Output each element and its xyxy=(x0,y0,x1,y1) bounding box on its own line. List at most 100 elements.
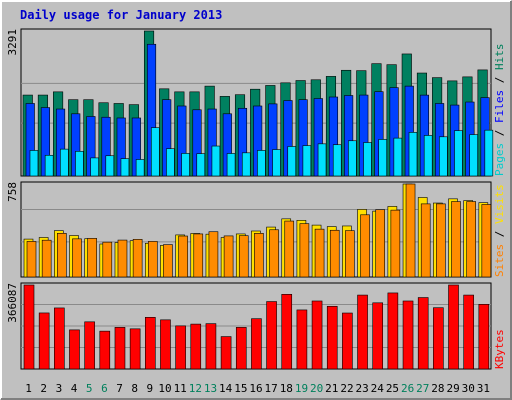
chart-panels: 3291 Pages / Files / Hits 758 Sites / Visit… xyxy=(6,28,506,370)
series-legend: Pages / Files / Hits xyxy=(493,44,506,177)
bar-sites-day-24 xyxy=(375,209,386,278)
legend-entry: Sites xyxy=(493,244,506,277)
legend-entry: Hits xyxy=(493,44,506,71)
bar-kbytes-day-29 xyxy=(448,284,459,370)
bar-pages-day-25 xyxy=(393,137,403,177)
bar-sites-day-12 xyxy=(193,233,204,278)
bar-pages-day-15 xyxy=(241,152,251,177)
bar-pages-day-21 xyxy=(332,144,342,177)
bar-kbytes-day-31 xyxy=(478,304,490,370)
legend-entry: Files xyxy=(493,90,506,123)
bar-pages-day-20 xyxy=(317,143,327,177)
day-label-1: 1 xyxy=(25,382,32,395)
bar-pages-day-9 xyxy=(150,127,160,177)
axis-max-label: 3291 xyxy=(6,29,19,56)
bar-pages-day-24 xyxy=(378,139,388,177)
bar-kbytes-day-26 xyxy=(402,300,414,370)
bar-sites-day-21 xyxy=(329,229,340,278)
bar-kbytes-day-5 xyxy=(84,321,95,370)
bar-sites-day-30 xyxy=(466,201,476,278)
bar-kbytes-day-17 xyxy=(266,301,277,370)
bar-sites-day-13 xyxy=(208,231,219,278)
day-label-26: 26 xyxy=(401,382,414,395)
bar-kbytes-day-8 xyxy=(129,328,141,370)
bar-pages-day-26 xyxy=(408,132,418,177)
bar-pages-day-10 xyxy=(166,148,175,177)
bar-pages-day-23 xyxy=(363,142,372,177)
bar-pages-day-14 xyxy=(226,153,236,177)
bar-pages-day-1 xyxy=(29,150,39,177)
bar-pages-day-30 xyxy=(469,134,478,177)
day-label-9: 9 xyxy=(147,382,154,395)
bar-sites-day-5 xyxy=(87,238,97,278)
bar-pages-day-12 xyxy=(196,153,206,177)
bar-sites-day-20 xyxy=(314,228,325,278)
bar-pages-day-8 xyxy=(135,159,145,177)
bar-pages-day-11 xyxy=(181,153,190,177)
bar-pages-day-16 xyxy=(257,150,266,177)
bar-sites-day-29 xyxy=(451,201,461,278)
bar-kbytes-day-28 xyxy=(433,307,444,370)
bar-sites-day-2 xyxy=(41,239,52,278)
day-label-22: 22 xyxy=(340,382,353,395)
bar-kbytes-day-23 xyxy=(357,294,368,370)
bar-sites-day-1 xyxy=(26,241,37,278)
bar-kbytes-day-18 xyxy=(281,294,293,370)
axis-max-label: 758 xyxy=(6,182,19,202)
bar-kbytes-day-2 xyxy=(38,312,50,370)
bar-sites-day-9 xyxy=(147,241,158,278)
bar-kbytes-day-7 xyxy=(114,327,126,370)
day-label-7: 7 xyxy=(116,382,123,395)
bar-sites-day-18 xyxy=(284,220,295,278)
bar-sites-day-10 xyxy=(163,244,173,278)
chart-title: Daily usage for January 2013 xyxy=(20,8,222,22)
day-label-21: 21 xyxy=(325,382,338,395)
bar-pages-day-31 xyxy=(484,129,494,177)
legend-entry: / xyxy=(493,123,506,143)
legend-entry: / xyxy=(493,224,506,244)
axis-max-label: 366087 xyxy=(6,283,19,323)
bar-kbytes-day-3 xyxy=(54,307,65,370)
bar-sites-day-27 xyxy=(420,203,431,278)
day-label-3: 3 xyxy=(56,382,63,395)
legend-entry: / xyxy=(493,70,506,90)
day-label-14: 14 xyxy=(219,382,233,395)
bar-kbytes-day-4 xyxy=(69,329,80,370)
day-label-30: 30 xyxy=(462,382,475,395)
day-label-19: 19 xyxy=(295,382,308,395)
day-label-2: 2 xyxy=(40,382,47,395)
bar-pages-day-22 xyxy=(348,140,357,177)
day-label-16: 16 xyxy=(249,382,262,395)
bar-kbytes-day-15 xyxy=(235,327,247,370)
bar-sites-day-16 xyxy=(254,233,264,278)
bar-pages-day-3 xyxy=(60,148,69,177)
bar-sites-day-17 xyxy=(269,229,279,278)
bar-kbytes-day-22 xyxy=(342,312,353,370)
bar-pages-day-4 xyxy=(75,151,84,177)
bar-sites-day-4 xyxy=(72,238,82,278)
day-label-5: 5 xyxy=(86,382,93,395)
day-axis-labels: 1 2 3 4 5 6 7 8 9 10 11 12 13 14 15 16 17 18 19 20 21 22 23 24 2… xyxy=(25,382,490,395)
bar-sites-day-7 xyxy=(117,239,128,278)
bar-kbytes-day-30 xyxy=(463,294,474,370)
bar-pages-day-29 xyxy=(454,130,463,177)
legend-entry: Pages xyxy=(493,143,506,176)
bar-sites-day-15 xyxy=(238,235,249,278)
day-label-13: 13 xyxy=(204,382,217,395)
bar-kbytes-day-20 xyxy=(311,300,323,370)
bar-pages-day-28 xyxy=(439,136,448,177)
bar-kbytes-day-6 xyxy=(99,330,111,370)
panel-middle: 758 Sites / Visits xyxy=(6,181,506,278)
day-label-25: 25 xyxy=(386,382,399,395)
bar-kbytes-day-16 xyxy=(251,318,262,370)
bar-pages-day-13 xyxy=(211,145,221,177)
bar-sites-day-14 xyxy=(223,235,234,278)
bar-pages-day-19 xyxy=(302,145,312,177)
day-label-27: 27 xyxy=(416,382,429,395)
day-label-12: 12 xyxy=(189,382,202,395)
bar-kbytes-day-19 xyxy=(296,309,308,370)
bar-kbytes-day-24 xyxy=(372,302,384,370)
bar-kbytes-day-11 xyxy=(175,325,186,370)
bar-kbytes-day-27 xyxy=(417,297,429,370)
